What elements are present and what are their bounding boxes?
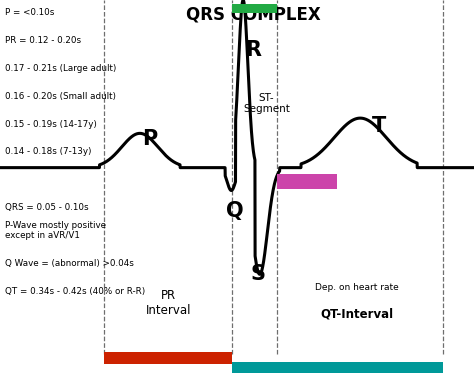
Text: QT-Interval: QT-Interval [320,308,393,321]
Text: 0.14 - 0.18s (7-13y): 0.14 - 0.18s (7-13y) [5,147,91,157]
Text: P = <0.10s: P = <0.10s [5,8,54,18]
Text: R: R [246,40,262,59]
Text: PR
Interval: PR Interval [146,289,191,317]
Text: 0.16 - 0.20s (Small adult): 0.16 - 0.20s (Small adult) [5,92,116,101]
Text: 0.17 - 0.21s (Large adult): 0.17 - 0.21s (Large adult) [5,64,116,73]
Text: QRS COMPLEX: QRS COMPLEX [186,6,321,24]
Bar [104,352,232,364]
Text: Q: Q [226,202,244,221]
Text: S: S [251,264,266,284]
Bar [232,4,277,13]
Text: P: P [142,129,157,149]
Text: Dep. on heart rate: Dep. on heart rate [315,283,399,292]
Text: T: T [372,116,386,136]
Bar [232,362,443,373]
Text: ST-
Segment: ST- Segment [243,93,290,114]
Text: 0.15 - 0.19s (14-17y): 0.15 - 0.19s (14-17y) [5,120,97,129]
Text: QT = 0.34s - 0.42s (40% or R-R): QT = 0.34s - 0.42s (40% or R-R) [5,287,145,296]
Text: Q Wave = (abnormal) >0.04s: Q Wave = (abnormal) >0.04s [5,259,134,268]
Text: QRS = 0.05 - 0.10s: QRS = 0.05 - 0.10s [5,203,88,212]
Text: PR = 0.12 - 0.20s: PR = 0.12 - 0.20s [5,36,81,45]
Bar [277,174,337,189]
Text: P-Wave mostly positive
except in aVR/V1: P-Wave mostly positive except in aVR/V1 [5,221,106,240]
